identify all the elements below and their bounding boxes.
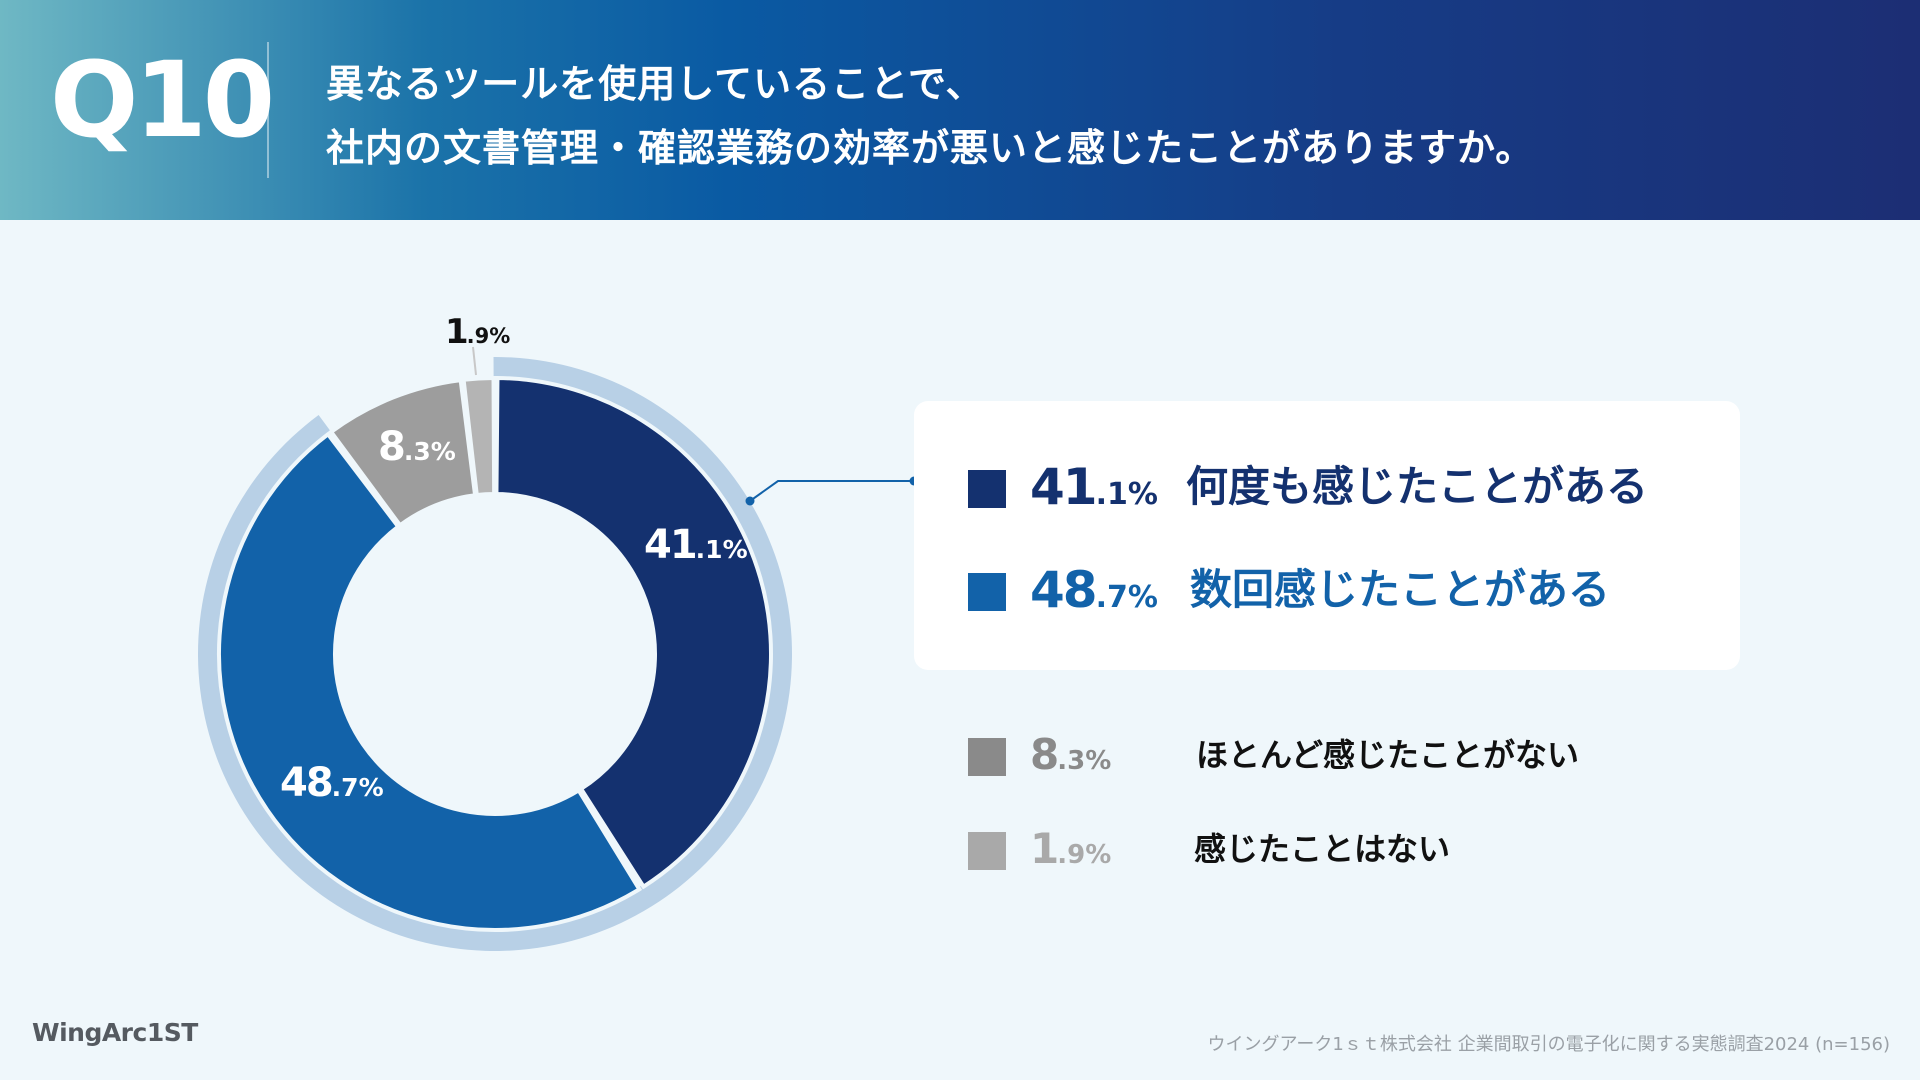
legend-label: 何度も感じたことがある — [1186, 462, 1649, 511]
label-rarely-dec: .3% — [404, 437, 456, 466]
legend-swatch — [968, 573, 1006, 611]
legend-label: 数回感じたことがある — [1190, 565, 1611, 614]
legend-swatch — [968, 738, 1006, 776]
slice-frequently — [494, 375, 773, 890]
legend-percent-dec: .3% — [1057, 746, 1112, 776]
header-banner: Q10 異なるツールを使用していることで、 社内の文書管理・確認業務の効率が悪い… — [0, 0, 1920, 220]
legend-connector-line — [749, 480, 914, 502]
question-line-1: 異なるツールを使用していることで、 — [326, 62, 985, 106]
source-note: ウイングアーク1ｓｔ株式会社 企業間取引の電子化に関する実態調査2024 (n=… — [1207, 1034, 1890, 1055]
legend-swatch — [968, 832, 1006, 870]
legend-swatch — [968, 470, 1006, 508]
donut-chart: 41.1% 48.7% 8.3% 1.9% — [198, 312, 919, 952]
label-sometimes-int: 48 — [280, 760, 332, 806]
label-frequently-int: 41 — [644, 522, 696, 568]
legend-percent-dec: .7% — [1095, 580, 1158, 615]
legend-percent-dec: .1% — [1095, 477, 1158, 512]
label-sometimes-dec: .7% — [332, 773, 384, 802]
question-line-2: 社内の文書管理・確認業務の効率が悪いと感じたことがありますか。 — [326, 126, 1535, 170]
legend-highlight-card — [914, 401, 1740, 670]
label-never-dec: .9% — [467, 324, 511, 348]
wingarc-logo: WingArc1ST — [32, 1018, 198, 1047]
legend-percent-int: 8 — [1030, 730, 1059, 779]
legend-label: 感じたことはない — [1194, 830, 1451, 868]
label-never: 1.9% — [445, 312, 510, 352]
label-sometimes: 48.7% — [280, 760, 384, 806]
legend-percent-int: 1 — [1030, 824, 1059, 873]
slice-never — [461, 375, 497, 498]
legend-percent: 1.9% — [1030, 819, 1111, 888]
connector-dot-start — [745, 496, 755, 506]
slice-rarely — [328, 377, 478, 529]
header-divider — [267, 42, 269, 178]
label-rarely-int: 8 — [378, 424, 404, 470]
label-never-int: 1 — [445, 312, 467, 352]
legend-label: ほとんど感じたことがない — [1196, 736, 1580, 774]
legend-percent: 48.7% — [1030, 560, 1158, 632]
legend-percent: 41.1% — [1030, 457, 1158, 529]
legend-percent-int: 48 — [1030, 561, 1098, 619]
legend-percent-int: 41 — [1030, 458, 1098, 516]
legend-percent: 8.3% — [1030, 725, 1111, 794]
label-frequently: 41.1% — [644, 522, 748, 568]
legend-percent-dec: .9% — [1057, 840, 1112, 870]
never-leader-line — [472, 346, 477, 376]
question-number: Q10 — [50, 39, 275, 161]
slice-sometimes — [217, 431, 643, 932]
question-text: 異なるツールを使用していることで、 社内の文書管理・確認業務の効率が悪いと感じた… — [326, 52, 1534, 180]
label-rarely: 8.3% — [378, 424, 456, 470]
label-frequently-dec: .1% — [696, 535, 748, 564]
